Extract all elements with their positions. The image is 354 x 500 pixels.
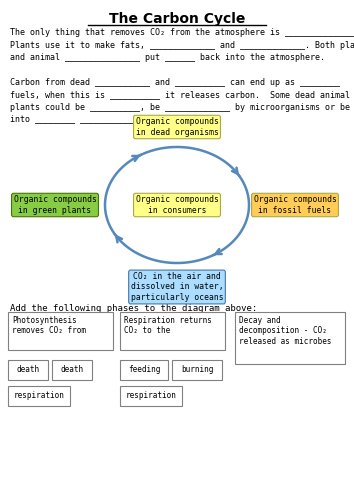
Bar: [120, 360, 168, 380]
Text: Organic compounds
in consumers: Organic compounds in consumers: [136, 196, 218, 214]
Bar: [8, 360, 48, 380]
Text: death: death: [16, 366, 40, 374]
Text: fuels, when this is __________ it releases carbon.  Some dead animal and: fuels, when this is __________ it releas…: [10, 90, 354, 100]
Bar: [120, 312, 225, 350]
Text: feeding: feeding: [128, 366, 160, 374]
Text: The Carbon Cycle: The Carbon Cycle: [109, 12, 245, 26]
Bar: [235, 312, 345, 364]
Text: Respiration returns
CO₂ to the: Respiration returns CO₂ to the: [124, 316, 212, 336]
Bar: [8, 312, 113, 350]
Text: burning: burning: [181, 366, 213, 374]
Text: The only thing that removes CO₂ from the atmosphere is _______________.: The only thing that removes CO₂ from the…: [10, 28, 354, 37]
Text: plants could be __________, be _____________ by microorganisms or be turned: plants could be __________, be _________…: [10, 103, 354, 112]
Text: and animal _______________ put ______ back into the atmosphere.: and animal _______________ put ______ ba…: [10, 53, 325, 62]
Text: Photosynthesis
removes CO₂ from: Photosynthesis removes CO₂ from: [12, 316, 86, 336]
Text: CO₂ in the air and
dissolved in water,
particularly oceans: CO₂ in the air and dissolved in water, p…: [131, 272, 223, 302]
Text: respiration: respiration: [126, 392, 176, 400]
Text: Organic compounds
in fossil fuels: Organic compounds in fossil fuels: [253, 196, 336, 214]
Text: Organic compounds
in green plants: Organic compounds in green plants: [13, 196, 96, 214]
Text: Carbon from dead ___________ and __________ can end up as ________: Carbon from dead ___________ and _______…: [10, 78, 340, 87]
Text: into ________ _______________ by humans.: into ________ _______________ by humans.: [10, 116, 210, 124]
Bar: [52, 360, 92, 380]
Text: Plants use it to make fats, _____________ and _____________. Both plant: Plants use it to make fats, ____________…: [10, 40, 354, 50]
Bar: [120, 386, 182, 406]
Bar: [8, 386, 70, 406]
Text: Organic compounds
in dead organisms: Organic compounds in dead organisms: [136, 118, 218, 137]
Bar: [172, 360, 222, 380]
Text: respiration: respiration: [13, 392, 64, 400]
Text: Add the following phases to the diagram above:: Add the following phases to the diagram …: [10, 304, 257, 313]
Text: death: death: [61, 366, 84, 374]
Text: Decay and
decomposition - CO₂
released as microbes: Decay and decomposition - CO₂ released a…: [239, 316, 331, 346]
